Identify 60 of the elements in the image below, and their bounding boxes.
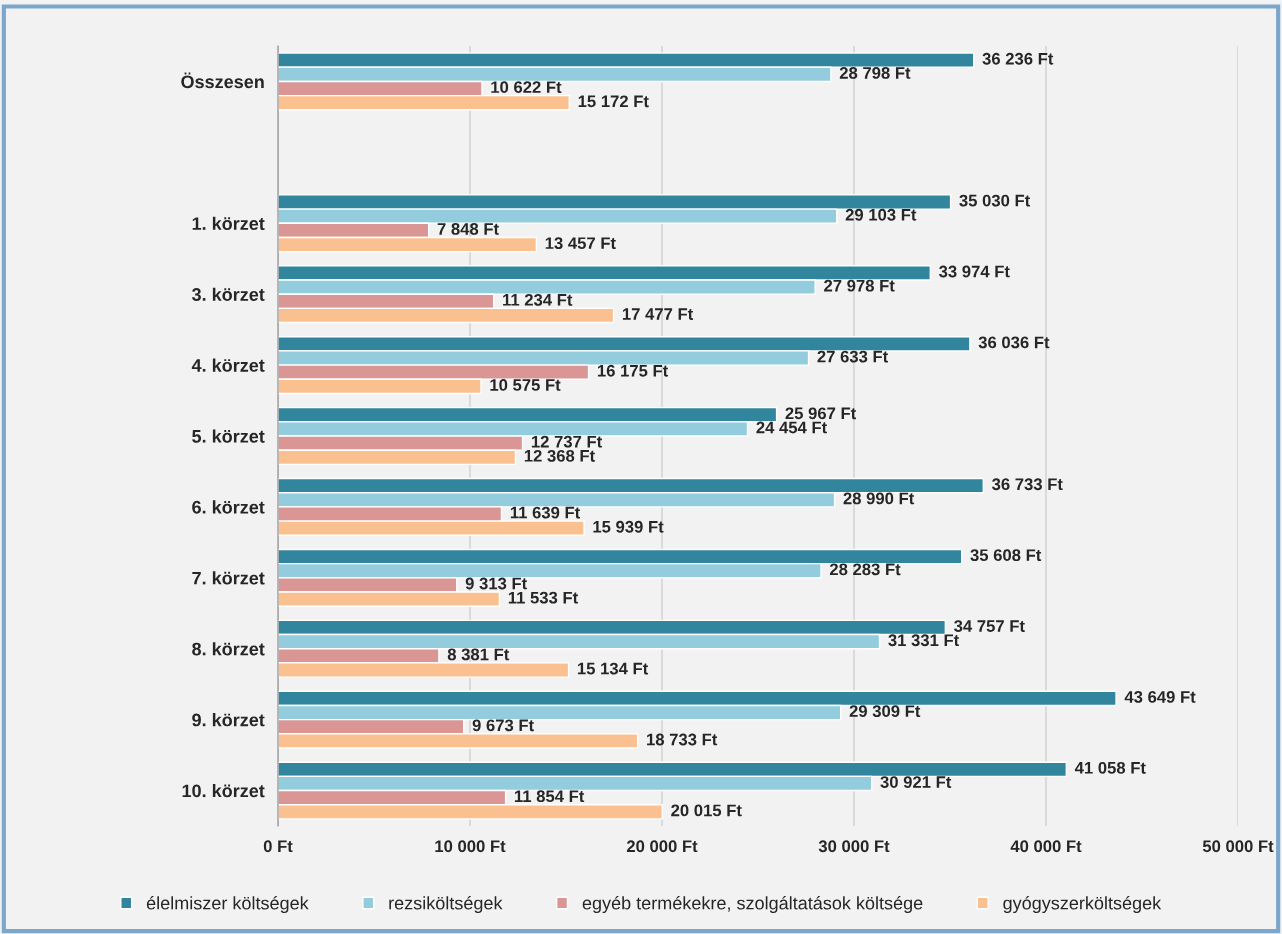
legend-label: egyéb termékekre, szolgáltatások költsége: [582, 896, 923, 914]
y-tick-label: 5. körzet: [192, 429, 265, 443]
data-label: 16 175 Ft: [597, 364, 669, 377]
y-tick-label: 3. körzet: [191, 287, 265, 301]
x-tick-label: 10 000 Ft: [435, 840, 506, 853]
data-label: 18 733 Ft: [647, 733, 718, 746]
data-label: 11 533 Ft: [508, 591, 578, 604]
x-tick-label: 30 000 Ft: [818, 840, 890, 853]
data-label: 15 172 Ft: [578, 95, 649, 108]
y-tick-label: 8. körzet: [192, 642, 265, 656]
data-label: 33 974 Ft: [939, 265, 1010, 278]
data-label: 15 939 Ft: [593, 520, 664, 533]
data-label: 27 978 Ft: [824, 279, 895, 292]
data-label: 10 622 Ft: [491, 81, 562, 94]
data-label: 28 990 Ft: [843, 492, 915, 505]
data-label: 36 733 Ft: [991, 478, 1063, 491]
data-label: 9 673 Ft: [472, 719, 534, 732]
data-label: 12 368 Ft: [524, 449, 595, 462]
data-label: 20 015 Ft: [671, 804, 742, 817]
data-label: 12 737 Ft: [531, 435, 603, 448]
data-label: 29 309 Ft: [849, 705, 921, 718]
data-label: 17 477 Ft: [622, 308, 694, 320]
data-label: 28 283 Ft: [829, 563, 901, 576]
y-tick-label: 9. körzet: [192, 713, 265, 727]
data-label: 11 639 Ft: [510, 506, 581, 519]
data-label: 11 234 Ft: [503, 293, 573, 306]
data-label: 30 921 Ft: [880, 776, 952, 788]
data-label: 13 457 Ft: [545, 237, 616, 250]
data-label: 31 331 Ft: [888, 634, 960, 647]
x-tick-label: 50 000 Ft: [1202, 840, 1274, 853]
data-label: 36 036 Ft: [978, 336, 1050, 349]
y-tick-label: 4. körzet: [191, 358, 265, 372]
data-label: 43 649 Ft: [1124, 691, 1196, 703]
data-label: 41 058 Ft: [1074, 761, 1146, 774]
data-label: 28 798 Ft: [839, 67, 911, 79]
data-label: 34 757 Ft: [954, 620, 1025, 632]
data-label: 25 967 Ft: [785, 407, 857, 420]
legend-label: gyógyszerköltségek: [1003, 896, 1162, 914]
y-tick-label: 1. körzet: [192, 216, 265, 230]
y-tick-label: 6. körzet: [192, 500, 265, 514]
data-label: 15 134 Ft: [577, 662, 649, 675]
data-label: 10 575 Ft: [490, 379, 561, 391]
legend-label: rezsiköltségek: [389, 896, 503, 914]
data-label: 11 854 Ft: [514, 790, 585, 803]
data-label: 35 608 Ft: [970, 549, 1042, 562]
legend-label: élelmiszer költségek: [146, 896, 309, 914]
x-tick-label: 0 Ft: [263, 840, 293, 853]
data-label: 8 381 Ft: [447, 648, 510, 661]
data-label: 24 454 Ft: [756, 421, 827, 434]
data-label: 27 633 Ft: [817, 350, 889, 363]
y-tick-label: 7. körzet: [192, 571, 265, 585]
y-tick-label: 10. körzet: [182, 784, 265, 798]
data-label: 9 313 Ft: [465, 577, 528, 590]
data-label: 36 236 Ft: [982, 52, 1054, 65]
data-label: 7 848 Ft: [437, 223, 499, 235]
x-tick-label: 40 000 Ft: [1010, 840, 1082, 853]
y-tick-label: Összesen: [181, 72, 264, 89]
data-label: 29 103 Ft: [845, 208, 917, 221]
data-label: 35 030 Ft: [959, 194, 1031, 207]
x-tick-label: 20 000 Ft: [626, 840, 698, 853]
